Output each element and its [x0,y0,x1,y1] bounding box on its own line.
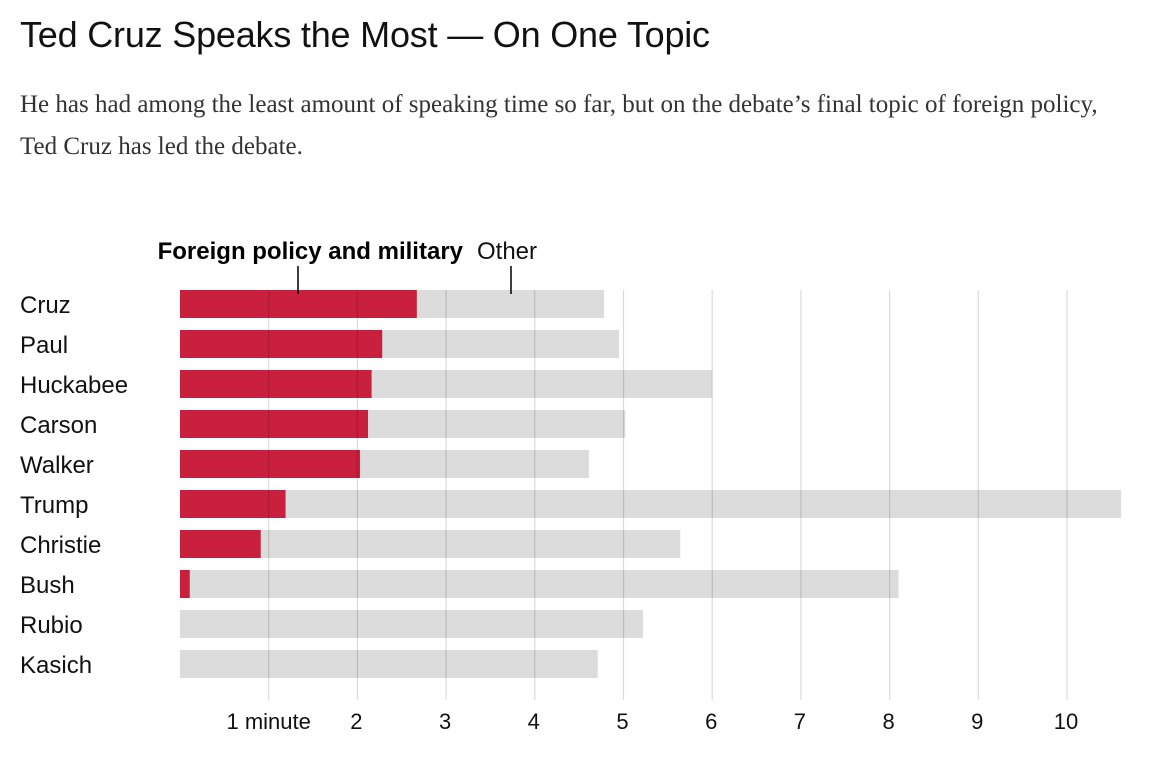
legend: Foreign policy and military Other [158,238,537,294]
bar-foreign-carson [180,410,369,438]
x-tick-label-7: 7 [794,709,806,734]
bar-foreign-bush [180,570,190,598]
gridlines [268,290,1068,700]
bar-foreign-paul [180,330,383,358]
x-tick-label-2: 2 [350,709,362,734]
category-label-bush: Bush [20,572,75,599]
category-label-christie: Christie [20,532,101,559]
bar-other-kasich [180,650,598,678]
category-label-huckabee: Huckabee [20,372,128,399]
x-tick-label-8: 8 [882,709,894,734]
x-axis: 1 minute 2 3 4 5 6 7 8 9 10 [227,709,1079,734]
bars [180,290,1122,678]
bar-foreign-cruz [180,290,417,318]
category-label-carson: Carson [20,412,97,439]
chart-subtitle: He has had among the least amount of spe… [20,91,1098,160]
bar-other-bush [180,570,899,598]
x-tick-label-9: 9 [971,709,983,734]
x-tick-label-4: 4 [528,709,540,734]
category-label-kasich: Kasich [20,652,92,679]
bar-foreign-trump [180,490,286,518]
chart-title: Ted Cruz Speaks the Most — On One Topic [20,14,710,55]
bar-other-christie [180,530,681,558]
category-labels: Cruz Paul Huckabee Carson Walker Trump Christi… [20,292,128,679]
category-label-paul: Paul [20,332,68,359]
legend-other-label: Other [477,238,537,265]
category-label-rubio: Rubio [20,612,83,639]
bar-foreign-walker [180,450,361,478]
category-label-cruz: Cruz [20,292,71,319]
x-tick-label-5: 5 [616,709,628,734]
bar-other-rubio [180,610,644,638]
x-tick-label-10: 10 [1054,709,1078,734]
category-label-trump: Trump [20,492,88,519]
category-label-walker: Walker [20,452,94,479]
bar-foreign-huckabee [180,370,372,398]
legend-foreign-policy-label: Foreign policy and military [158,238,464,265]
x-tick-label-1: 1 minute [227,709,311,734]
bar-other-trump [180,490,1122,518]
x-tick-label-6: 6 [705,709,717,734]
bar-foreign-christie [180,530,261,558]
x-tick-label-3: 3 [439,709,451,734]
